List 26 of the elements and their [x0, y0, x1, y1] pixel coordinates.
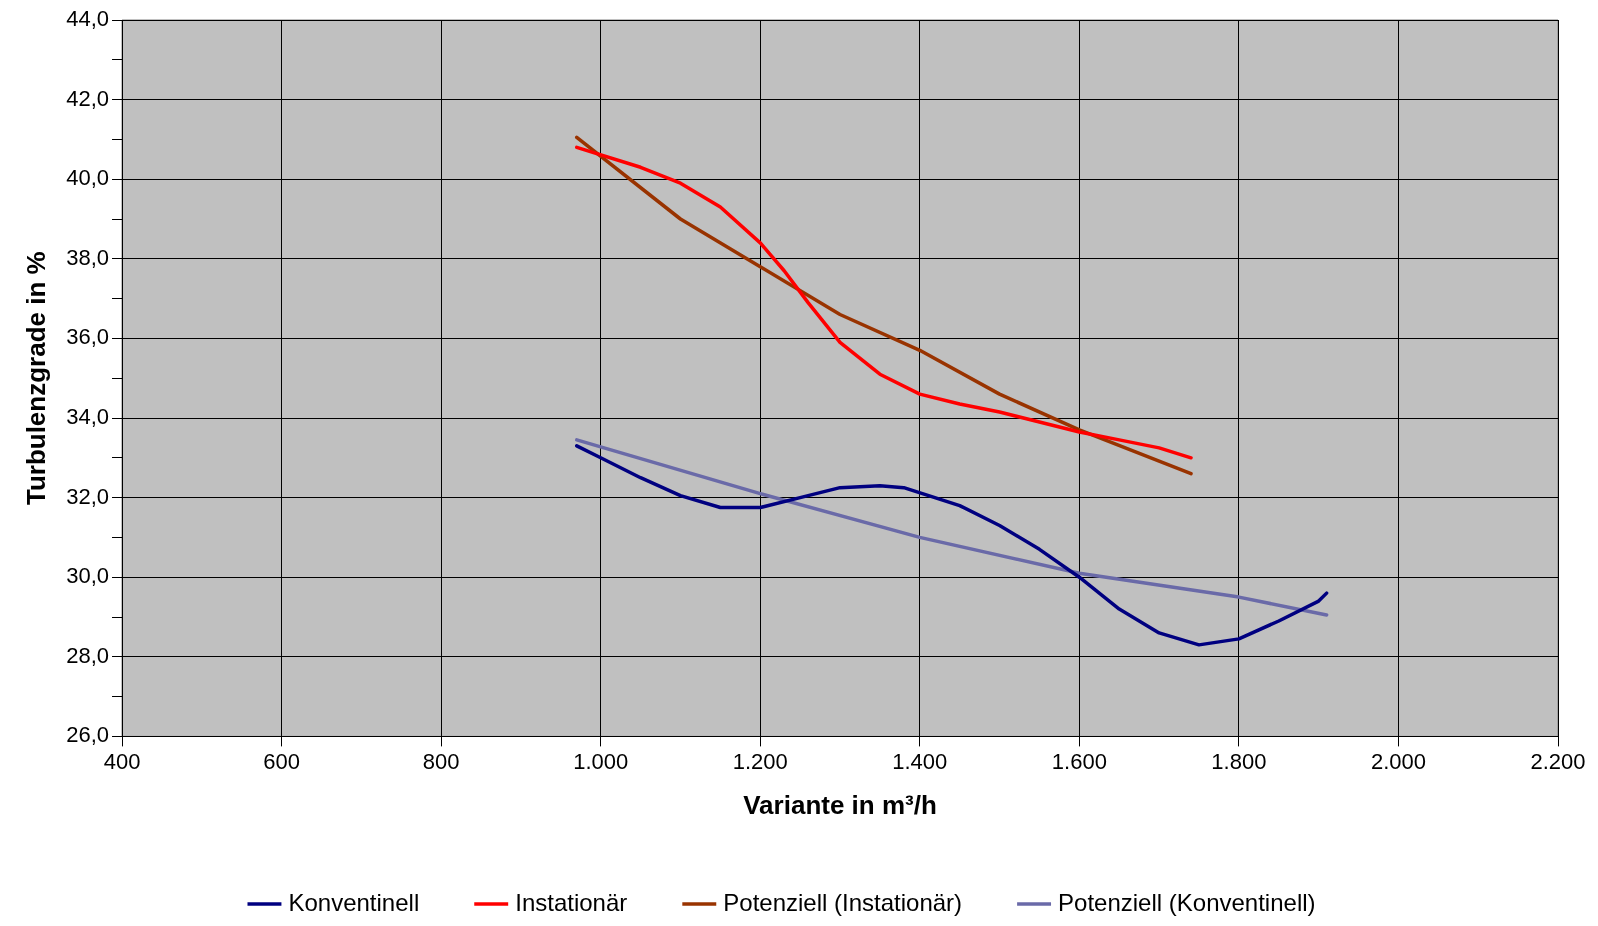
y-tick-label: 26,0	[66, 722, 110, 748]
y-axis-title: Turbulenzgrade in %	[20, 251, 51, 506]
legend-label: Instationär	[515, 888, 628, 916]
y-tick-label: 44,0	[66, 6, 110, 32]
y-tick-label: 30,0	[66, 563, 110, 589]
x-tick-label: 1.400	[892, 748, 948, 774]
y-tick-label: 38,0	[66, 244, 110, 270]
y-tick-label: 42,0	[66, 85, 110, 111]
y-tick-label: 36,0	[66, 324, 110, 350]
x-tick-label: 1.000	[573, 748, 629, 774]
legend-label: Potenziell (Instationär)	[723, 888, 963, 916]
y-tick-label: 28,0	[66, 642, 110, 668]
x-tick-label: 2.000	[1370, 748, 1426, 774]
y-tick-label: 32,0	[66, 483, 110, 509]
legend-label: Potenziell (Konventinell)	[1058, 888, 1316, 916]
x-tick-label: 400	[103, 748, 141, 774]
x-tick-label: 800	[422, 748, 460, 774]
x-tick-label: 1.800	[1211, 748, 1267, 774]
x-tick-label: 600	[263, 748, 300, 774]
legend-label: Konventinell	[288, 888, 420, 916]
x-tick-label: 2.200	[1530, 748, 1586, 774]
x-tick-label: 1.200	[732, 748, 788, 774]
y-tick-label: 40,0	[66, 165, 110, 191]
x-tick-label: 1.600	[1051, 748, 1107, 774]
y-tick-label: 34,0	[66, 404, 110, 430]
x-axis-title: Variante in m³/h	[743, 789, 937, 820]
